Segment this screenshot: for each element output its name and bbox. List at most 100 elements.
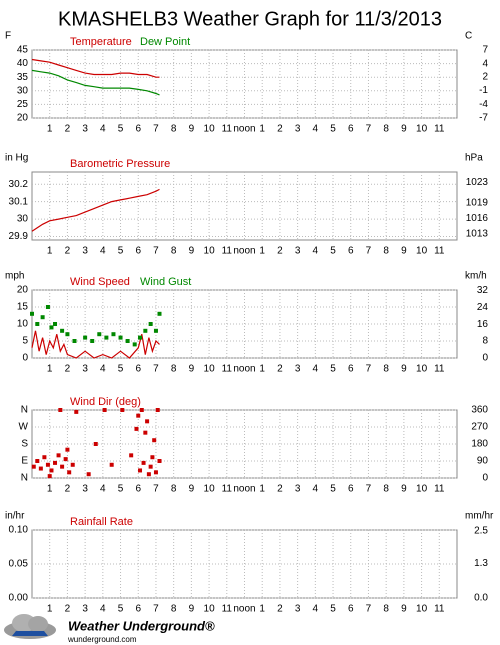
x-tick-label: 8 bbox=[383, 364, 389, 375]
data-point bbox=[56, 453, 61, 458]
y2-tick-label: 180 bbox=[471, 439, 488, 450]
y-unit: F bbox=[5, 31, 11, 42]
x-tick-label: 9 bbox=[189, 246, 195, 257]
data-point bbox=[136, 413, 141, 418]
y-tick-label: 40 bbox=[17, 58, 29, 69]
x-tick-label: 11 bbox=[434, 246, 445, 257]
x-tick-label: 4 bbox=[100, 364, 106, 375]
x-tick-label: 1 bbox=[47, 484, 53, 495]
x-tick-label: 2 bbox=[277, 124, 283, 135]
data-point bbox=[35, 459, 40, 463]
data-point bbox=[138, 335, 143, 340]
data-point bbox=[67, 470, 72, 475]
legend-entry: Wind Dir (deg) bbox=[70, 396, 141, 408]
data-point bbox=[152, 438, 157, 443]
y2-tick-label: 16 bbox=[477, 319, 489, 330]
y2-tick-label: 270 bbox=[471, 422, 488, 433]
y-tick-label: 30 bbox=[17, 214, 29, 225]
logo-icon bbox=[4, 614, 56, 639]
x-tick-label: 5 bbox=[330, 364, 336, 375]
x-tick-label: 11 bbox=[434, 364, 445, 375]
x-tick-label: 3 bbox=[295, 124, 301, 135]
x-tick-label: 3 bbox=[82, 484, 88, 495]
data-point bbox=[118, 335, 123, 340]
data-line bbox=[31, 188, 160, 232]
x-tick-label: 9 bbox=[401, 484, 407, 495]
x-tick-label: 9 bbox=[189, 364, 195, 375]
x-tick-label: 5 bbox=[118, 604, 124, 615]
data-point bbox=[153, 470, 158, 475]
y2-tick-label: 1016 bbox=[466, 213, 489, 224]
y2-tick-label: -7 bbox=[479, 113, 488, 124]
y2-tick-label: 4 bbox=[482, 58, 488, 69]
y2-tick-label: 1.3 bbox=[474, 558, 488, 569]
x-tick-label: noon bbox=[233, 364, 255, 375]
y-unit: mph bbox=[5, 271, 24, 282]
x-tick-label: 6 bbox=[348, 246, 354, 257]
x-tick-label: 2 bbox=[277, 246, 283, 257]
x-tick-label: 9 bbox=[401, 246, 407, 257]
x-tick-label: 9 bbox=[189, 604, 195, 615]
x-tick-label: 8 bbox=[171, 364, 177, 375]
y2-tick-label: 1023 bbox=[466, 177, 489, 188]
x-tick-label: 11 bbox=[222, 604, 233, 615]
y-tick-label: 0.00 bbox=[9, 593, 29, 604]
x-tick-label: 4 bbox=[100, 484, 106, 495]
x-tick-label: 2 bbox=[277, 484, 283, 495]
data-point bbox=[40, 315, 45, 320]
data-point bbox=[146, 472, 151, 477]
data-point bbox=[86, 472, 91, 477]
x-tick-label: 5 bbox=[118, 484, 124, 495]
data-point bbox=[63, 457, 68, 462]
x-tick-label: 11 bbox=[222, 484, 233, 495]
y2-tick-label: 1019 bbox=[466, 198, 489, 209]
y-tick-label: 5 bbox=[22, 336, 28, 347]
y2-tick-label: 24 bbox=[477, 302, 489, 313]
x-tick-label: 2 bbox=[65, 246, 71, 257]
y-tick-label: 30.2 bbox=[9, 179, 29, 190]
x-tick-label: 2 bbox=[65, 124, 71, 135]
page-title: KMASHELB3 Weather Graph for 11/3/2013 bbox=[58, 8, 442, 30]
data-point bbox=[109, 462, 114, 467]
x-tick-label: noon bbox=[233, 484, 255, 495]
brand: Weather Underground® bbox=[68, 618, 215, 633]
y2-tick-label: 360 bbox=[471, 405, 488, 416]
x-tick-label: 1 bbox=[259, 364, 265, 375]
x-tick-label: 2 bbox=[277, 364, 283, 375]
x-tick-label: noon bbox=[233, 604, 255, 615]
data-point bbox=[138, 468, 143, 473]
data-point bbox=[38, 466, 43, 471]
x-tick-label: 3 bbox=[295, 364, 301, 375]
x-tick-label: 6 bbox=[135, 484, 141, 495]
y-tick-label: N bbox=[21, 405, 28, 416]
data-point bbox=[132, 342, 137, 347]
legend-entry: Dew Point bbox=[140, 36, 190, 48]
data-point bbox=[134, 426, 139, 431]
x-tick-label: 6 bbox=[348, 364, 354, 375]
y-tick-label: 0.05 bbox=[9, 559, 29, 570]
x-tick-label: 3 bbox=[295, 484, 301, 495]
x-tick-label: 2 bbox=[65, 604, 71, 615]
x-tick-label: 3 bbox=[82, 604, 88, 615]
data-point bbox=[150, 455, 155, 460]
x-tick-label: 7 bbox=[153, 246, 159, 257]
x-tick-label: 7 bbox=[366, 124, 372, 135]
x-tick-label: 1 bbox=[259, 484, 265, 495]
data-point bbox=[65, 332, 70, 337]
x-tick-label: 11 bbox=[222, 124, 233, 135]
data-point bbox=[74, 409, 79, 414]
data-point bbox=[139, 408, 144, 412]
y2-unit: hPa bbox=[465, 153, 483, 164]
data-point bbox=[47, 474, 52, 479]
data-point bbox=[143, 328, 148, 333]
x-tick-label: 9 bbox=[189, 484, 195, 495]
data-point bbox=[53, 460, 58, 465]
x-tick-label: 5 bbox=[330, 484, 336, 495]
x-tick-label: 10 bbox=[416, 484, 428, 495]
x-tick-label: 1 bbox=[47, 604, 53, 615]
y2-unit: km/h bbox=[465, 271, 487, 282]
x-tick-label: 6 bbox=[135, 604, 141, 615]
data-point bbox=[155, 408, 160, 412]
x-tick-label: 11 bbox=[434, 484, 445, 495]
x-tick-label: 8 bbox=[383, 604, 389, 615]
